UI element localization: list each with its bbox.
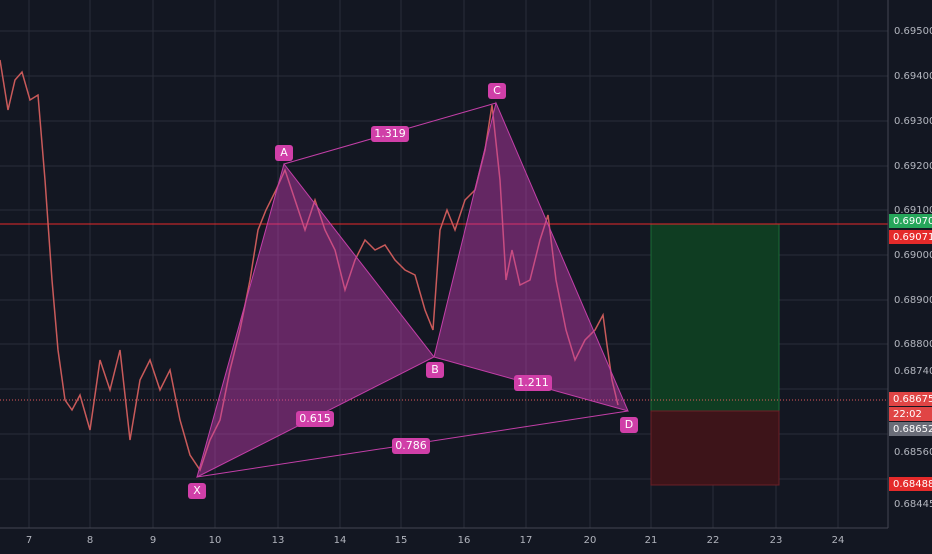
price-tag-bg [889,392,932,406]
date-label: 21 [645,535,658,546]
date-label: 20 [584,535,597,546]
price-tag: 22:02 [893,409,922,420]
date-label: 22 [707,535,720,546]
price-tag: 0.68675 [893,394,932,405]
ratio-label: 1.211 [517,376,549,389]
point-label: B [431,363,439,376]
price-path [0,59,619,472]
price-label: 0.69000 [894,250,932,261]
date-label: 24 [832,535,845,546]
price-label: 0.69200 [894,161,932,172]
price-label: 0.68900 [894,295,932,306]
price-label: 0.69500 [894,26,932,37]
price-tag-bg [889,407,932,421]
date-label: 14 [334,535,347,546]
price-tag-bg [889,230,932,244]
ratio-labels: 1.319 0.615 1.211 0.786 [296,126,552,454]
pattern-labels: X A B C D [188,83,638,499]
loss-zone [650,410,780,486]
point-label: D [625,418,633,431]
date-label: 9 [150,535,156,546]
date-label: 13 [272,535,285,546]
price-tag: 0.68488 [893,479,932,490]
date-label: 17 [520,535,533,546]
profit-zone [650,223,780,412]
date-label: 15 [395,535,408,546]
ratio-label: 0.786 [395,439,427,452]
price-tag: 0.68652 [893,424,932,435]
price-tag: 0.69071 [893,232,932,243]
price-label: 0.68800 [894,339,932,350]
point-label: C [493,84,501,97]
date-label: 8 [87,535,93,546]
price-label: 0.69400 [894,71,932,82]
point-label: A [280,146,288,159]
price-label: 0.69300 [894,116,932,127]
price-tag-bg [889,422,932,436]
date-label: 16 [458,535,471,546]
ratio-label: 0.615 [299,412,331,425]
point-label: X [193,484,201,497]
price-label: 0.68445 [894,499,932,510]
price-axis: 0.695000.694000.693000.692000.691000.690… [894,26,932,510]
price-label: 0.68560 [894,447,932,458]
price-tags: 0.69070 0.69071 0.68675 22:02 0.68652 0.68488 [889,214,932,491]
price-tag: 0.69070 [893,216,932,227]
time-axis: 7 8 9 10 13 14 15 16 17 20 21 22 23 24 [26,535,845,546]
ratio-label: 1.319 [374,127,406,140]
date-label: 7 [26,535,32,546]
date-label: 23 [770,535,783,546]
date-label: 10 [209,535,222,546]
price-tag-bg [889,214,932,228]
price-tag-bg [889,477,932,491]
price-label: 0.68740 [894,366,932,377]
price-label: 0.69100 [894,205,932,216]
